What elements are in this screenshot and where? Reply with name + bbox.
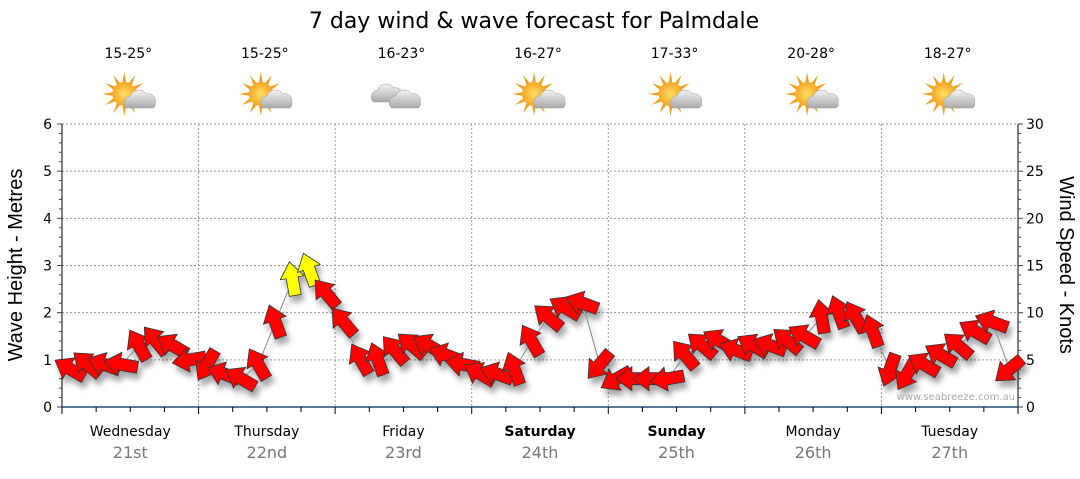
left-axis-label: Wave Height - Metres [5, 169, 27, 362]
partly-cloudy-icon [102, 72, 156, 116]
left-tick-label: 3 [43, 259, 52, 275]
wind-arrow [314, 279, 343, 311]
wind-arrow [959, 319, 993, 346]
wind-arrow [974, 309, 1010, 334]
wind-arrow [54, 357, 88, 384]
right-tick-label: 10 [1026, 306, 1044, 322]
day-date: 24th [522, 443, 559, 462]
day-name: Saturday [504, 424, 575, 440]
watermark: www.seabreeze.com.au [897, 392, 1015, 403]
day-name: Thursday [233, 424, 299, 440]
partly-cloudy-icon [785, 72, 839, 116]
day-date: 21st [113, 443, 148, 462]
wind-arrow [171, 347, 208, 373]
wind-arrow [907, 352, 942, 379]
left-tick-label: 5 [43, 164, 52, 180]
partly-cloudy-icon [648, 72, 702, 116]
day-date: 27th [931, 443, 968, 462]
day-temperature: 18-27° [924, 46, 972, 62]
day-date: 23rd [385, 443, 422, 462]
wind-arrow [365, 342, 390, 378]
wind-arrow [649, 366, 686, 392]
wind-arrow [565, 290, 601, 315]
wind-arrow [860, 313, 885, 350]
wind-arrow [103, 351, 140, 377]
day-temperature: 20-28° [787, 46, 835, 62]
day-name: Sunday [647, 424, 705, 440]
cloudy-icon [371, 83, 421, 109]
left-tick-label: 1 [43, 353, 52, 369]
left-tick-label: 0 [43, 400, 52, 416]
day-date: 26th [795, 443, 832, 462]
wind-arrow [519, 324, 546, 359]
wind-arrow [773, 328, 805, 357]
day-date: 22nd [247, 443, 288, 462]
wind-arrow [549, 296, 584, 322]
left-tick-label: 6 [43, 117, 52, 133]
day-temperature: 16-27° [514, 46, 562, 62]
day-temperature: 16-23° [378, 46, 426, 62]
wind-arrow [534, 305, 566, 333]
left-tick-label: 2 [43, 306, 52, 322]
day-date: 25th [658, 443, 695, 462]
wind-arrow [262, 304, 288, 340]
wind-arrow [673, 340, 701, 372]
partly-cloudy-icon [238, 72, 293, 116]
right-axis-label: Wind Speed - Knots [1055, 176, 1077, 354]
wind-arrow [687, 333, 719, 362]
right-tick-label: 20 [1026, 211, 1044, 227]
wind-arrow [246, 348, 273, 382]
left-tick-label: 4 [43, 211, 52, 227]
day-temperature: 17-33° [651, 46, 699, 62]
day-name: Tuesday [920, 424, 978, 440]
wind-arrow [788, 324, 823, 350]
wind-arrow [501, 351, 527, 387]
wind-arrow [348, 343, 375, 378]
wind-arrow [587, 347, 616, 379]
chart-title: 7 day wind & wave forecast for Palmdale [309, 9, 759, 34]
right-tick-label: 15 [1026, 259, 1044, 275]
wind-arrow [808, 299, 835, 335]
wind-arrow [943, 333, 975, 362]
wind-arrow [225, 366, 259, 393]
right-tick-label: 0 [1026, 400, 1035, 416]
wind-arrow [995, 353, 1027, 382]
day-name: Friday [382, 424, 424, 440]
wind-arrow [331, 307, 360, 339]
partly-cloudy-icon [921, 72, 976, 116]
right-tick-label: 25 [1026, 164, 1044, 180]
wind-arrow [382, 336, 411, 368]
wind-arrow [925, 343, 959, 369]
day-name: Monday [786, 424, 841, 440]
day-name: Wednesday [90, 424, 171, 440]
wind-arrow [296, 252, 322, 288]
right-tick-label: 5 [1026, 353, 1035, 369]
partly-cloudy-icon [512, 72, 566, 116]
day-temperature: 15-25° [241, 46, 289, 62]
right-tick-label: 30 [1026, 117, 1044, 133]
day-temperature: 15-25° [104, 46, 152, 62]
